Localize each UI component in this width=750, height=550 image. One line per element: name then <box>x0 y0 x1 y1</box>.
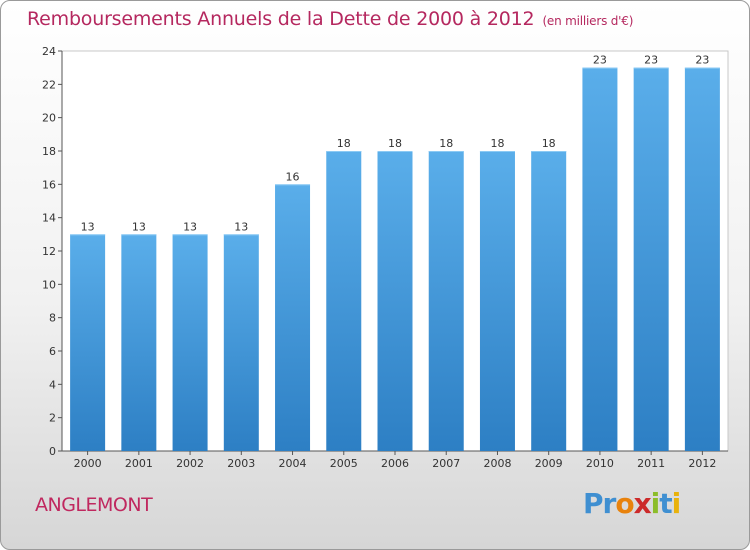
bar-2010 <box>582 67 618 452</box>
y-tick-label: 20 <box>42 112 56 125</box>
bar-2004 <box>275 184 311 452</box>
x-tick-label: 2005 <box>330 457 358 470</box>
data-label: 23 <box>695 54 709 67</box>
x-tick-label: 2002 <box>176 457 204 470</box>
logo-letter: x <box>633 487 652 520</box>
data-label: 18 <box>490 137 504 150</box>
bar-2002 <box>172 234 208 451</box>
bar-2003 <box>223 234 259 451</box>
y-tick-label: 22 <box>42 78 56 91</box>
data-label: 23 <box>644 54 658 67</box>
y-tick-label: 16 <box>42 178 56 191</box>
bar-2008 <box>479 151 515 451</box>
logo-letter: P <box>583 487 604 520</box>
y-tick-label: 2 <box>49 412 56 425</box>
bar-2009 <box>531 151 567 451</box>
data-label: 18 <box>542 137 556 150</box>
chart-unit: (en milliers d'€) <box>542 14 634 28</box>
logo-letter: i <box>671 487 682 520</box>
x-tick-label: 2001 <box>125 457 153 470</box>
bar-2006 <box>377 151 413 451</box>
data-label: 18 <box>388 137 402 150</box>
y-tick-label: 6 <box>49 345 56 358</box>
x-tick-label: 2012 <box>688 457 716 470</box>
y-tick-label: 4 <box>49 378 56 391</box>
data-label: 16 <box>286 170 300 183</box>
data-label: 13 <box>132 220 146 233</box>
logo-letter: r <box>602 487 617 520</box>
data-label: 13 <box>183 220 197 233</box>
commune-name: ANGLEMONT <box>35 494 153 516</box>
x-tick-label: 2006 <box>381 457 409 470</box>
x-tick-label: 2008 <box>483 457 511 470</box>
y-tick-label: 8 <box>49 312 56 325</box>
logo-letter: o <box>615 487 634 520</box>
chart-title: Remboursements Annuels de la Dette de 20… <box>27 8 633 30</box>
data-label: 18 <box>439 137 453 150</box>
data-label: 18 <box>337 137 351 150</box>
y-tick-label: 10 <box>42 278 56 291</box>
x-tick-label: 2011 <box>637 457 665 470</box>
y-tick-label: 14 <box>42 212 56 225</box>
bar-2001 <box>121 234 157 451</box>
y-tick-label: 18 <box>42 145 56 158</box>
y-tick-label: 24 <box>42 45 56 58</box>
data-label: 23 <box>593 54 607 67</box>
y-tick-label: 0 <box>49 445 56 458</box>
logo-letter: t <box>659 487 672 520</box>
bar-2000 <box>70 234 106 451</box>
x-tick-label: 2004 <box>279 457 307 470</box>
bar-2012 <box>684 67 720 452</box>
x-tick-label: 2003 <box>227 457 255 470</box>
data-label: 13 <box>81 220 95 233</box>
x-tick-label: 2010 <box>586 457 614 470</box>
bar-2011 <box>633 67 669 452</box>
data-label: 13 <box>234 220 248 233</box>
bar-2007 <box>428 151 464 451</box>
x-tick-label: 2000 <box>74 457 102 470</box>
proxiti-logo: Proxiti <box>583 487 682 520</box>
x-tick-label: 2007 <box>432 457 460 470</box>
bar-2005 <box>326 151 362 451</box>
x-tick-label: 2009 <box>535 457 563 470</box>
chart-title-text: Remboursements Annuels de la Dette de 20… <box>27 8 535 30</box>
y-tick-label: 12 <box>42 245 56 258</box>
logo-letter: i <box>650 487 661 520</box>
